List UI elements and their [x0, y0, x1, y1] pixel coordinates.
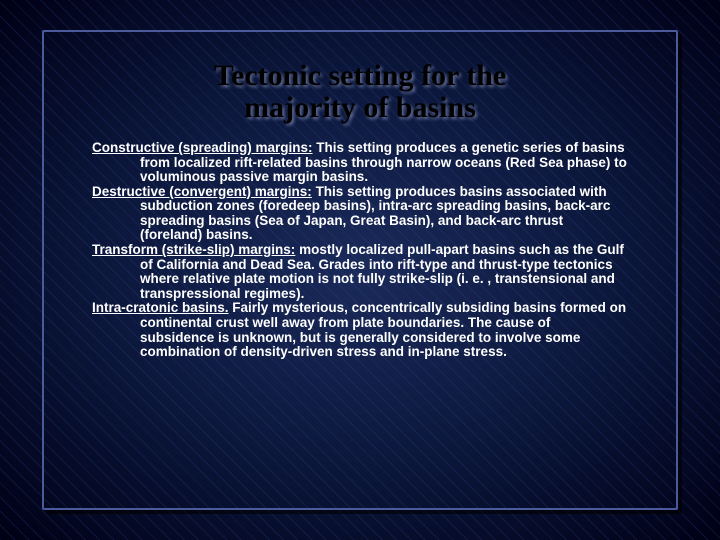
paragraph: Transform (strike-slip) margins: mostly … — [92, 243, 628, 301]
paragraph-lead: Constructive (spreading) margins: — [92, 140, 313, 155]
paragraph: Destructive (convergent) margins: This s… — [92, 185, 628, 243]
body-text: Constructive (spreading) margins: This s… — [92, 141, 628, 360]
title-line-2: majority of basins — [244, 91, 476, 124]
slide-title: Tectonic setting for the majority of bas… — [92, 60, 628, 123]
paragraph-lead: Destructive (convergent) margins: — [92, 184, 312, 199]
paragraph: Constructive (spreading) margins: This s… — [92, 141, 628, 185]
title-line-1: Tectonic setting for the — [214, 59, 506, 92]
content-frame: Tectonic setting for the majority of bas… — [42, 30, 678, 510]
paragraph: Intra-cratonic basins. Fairly mysterious… — [92, 301, 628, 359]
paragraph-lead: Intra-cratonic basins. — [92, 300, 229, 315]
paragraph-lead: Transform (strike-slip) margins: — [92, 242, 295, 257]
